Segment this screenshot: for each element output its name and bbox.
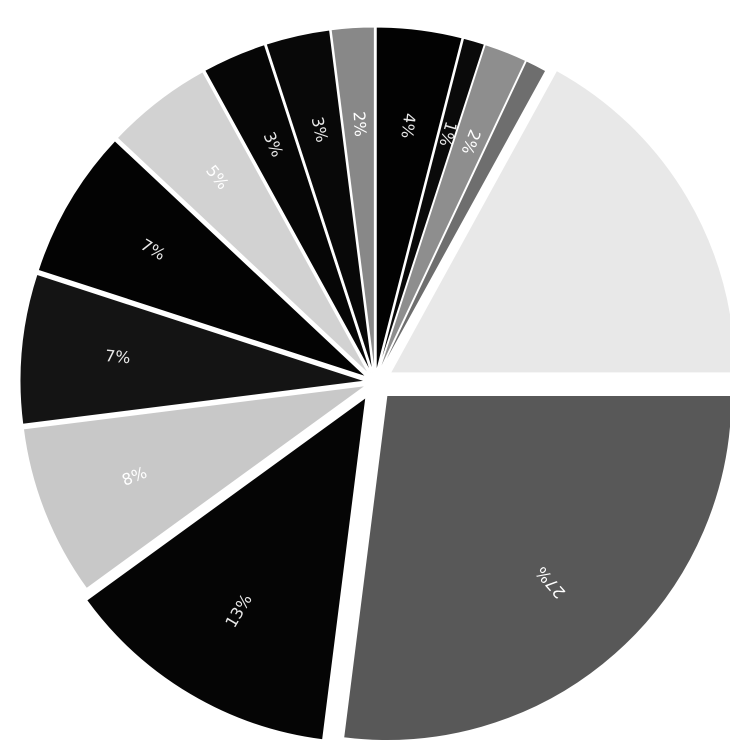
pie-slice-group [389, 69, 730, 374]
pie-slice-group: 3% [265, 29, 374, 373]
pie-slice-label: 2% [349, 111, 370, 138]
pie-slice [22, 385, 366, 590]
pie-slice-label: 7% [104, 346, 131, 367]
pie-slice-group: 5% [116, 71, 370, 375]
pie-slice-group: 2% [330, 26, 375, 373]
pie-slice [375, 26, 463, 373]
pie-slice-group: 27% [343, 395, 730, 741]
pie-slice [86, 396, 367, 741]
pie-slice [265, 29, 374, 373]
pie-slice-group: 3% [204, 44, 372, 374]
pie-slice-group: 8% [22, 385, 366, 590]
pie-slice-group: 7% [19, 273, 366, 425]
pie-slice [389, 69, 730, 374]
pie-slice-group: 7% [37, 140, 367, 378]
pie-slice [377, 37, 486, 373]
pie-slice-group: 4% [375, 26, 463, 373]
pie-slice [204, 44, 372, 374]
pie-slice-group: 2% [378, 43, 527, 373]
pie-slice-label: 4% [397, 112, 419, 140]
pie-slice [37, 140, 367, 378]
pie-slice-group [379, 60, 547, 374]
pie-slice-group: 13% [86, 396, 367, 741]
pie-slice [19, 273, 366, 425]
pie-slice [379, 60, 547, 374]
pie-slice [378, 43, 527, 373]
pie-slice [330, 26, 375, 373]
pie-slice [116, 71, 370, 375]
pie-slice [343, 395, 730, 741]
